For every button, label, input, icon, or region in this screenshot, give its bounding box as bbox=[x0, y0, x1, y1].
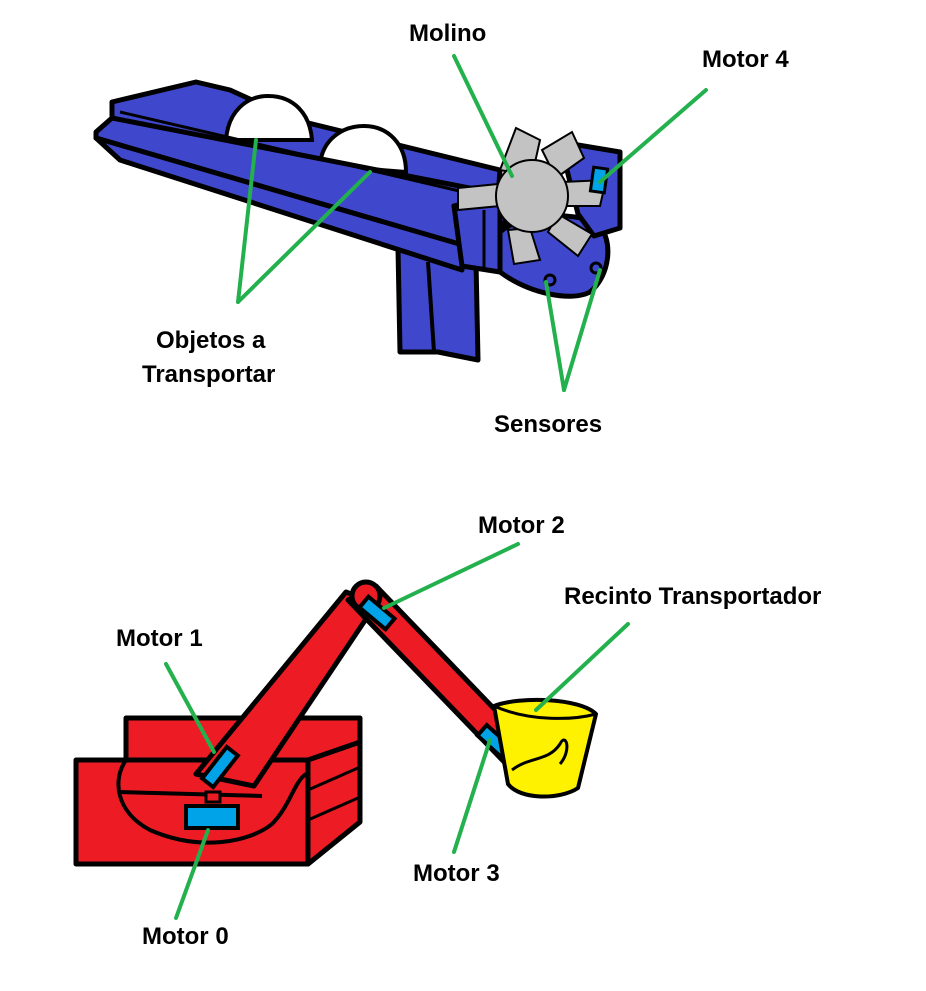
motor-1-block bbox=[199, 744, 241, 790]
bottom-leader-lines bbox=[164, 542, 630, 920]
motor-4-block bbox=[588, 165, 610, 195]
motor-0-shaft bbox=[204, 790, 222, 804]
base-cavity bbox=[116, 758, 308, 845]
leader-motor-4 bbox=[598, 88, 708, 184]
conveyor-front-side bbox=[93, 135, 469, 273]
leader-sensores-2 bbox=[562, 268, 602, 392]
leader-objetos-1 bbox=[236, 138, 258, 304]
labels: Molino Motor 4 Objetos a Transportar Sen… bbox=[116, 20, 821, 950]
motor-2-block bbox=[356, 593, 398, 633]
base-side-hatch bbox=[307, 766, 359, 792]
robot-arm-assembly bbox=[73, 579, 598, 867]
mill-blade bbox=[506, 226, 542, 266]
label-sensores: Sensores bbox=[494, 411, 602, 438]
top-leader-lines bbox=[236, 54, 708, 392]
leader-motor-3 bbox=[452, 738, 492, 854]
base-top-edge bbox=[117, 790, 263, 798]
leader-motor-0 bbox=[174, 828, 210, 920]
mill-hub bbox=[495, 159, 569, 233]
label-molino: Molino bbox=[409, 20, 486, 47]
label-recinto: Recinto Transportador bbox=[564, 583, 821, 610]
label-motor-0: Motor 0 bbox=[142, 923, 229, 950]
leader-sensores-1 bbox=[544, 280, 566, 392]
leader-motor-2 bbox=[382, 542, 520, 610]
base-side bbox=[305, 739, 363, 867]
label-motor-4: Motor 4 bbox=[702, 46, 789, 73]
bucket-rim bbox=[493, 704, 597, 720]
conveyor-leg-edge bbox=[426, 261, 436, 353]
label-motor-2: Motor 2 bbox=[478, 512, 565, 539]
conveyor-rail-line bbox=[119, 110, 499, 202]
leader-objetos-2 bbox=[236, 170, 372, 304]
base-side-hatch bbox=[307, 796, 359, 822]
label-motor-3: Motor 3 bbox=[413, 860, 500, 887]
mill bbox=[457, 126, 608, 266]
bucket-scribble bbox=[511, 738, 569, 772]
label-motor-1: Motor 1 bbox=[116, 625, 203, 652]
leader-molino bbox=[452, 54, 514, 178]
transport-object-1 bbox=[223, 93, 315, 142]
leader-motor-1 bbox=[164, 662, 216, 754]
conveyor-assembly bbox=[93, 79, 623, 363]
label-objetos-line2: Transportar bbox=[142, 361, 275, 388]
transport-bucket bbox=[492, 697, 598, 799]
leader-recinto bbox=[534, 622, 630, 712]
mill-blade bbox=[457, 182, 502, 212]
label-objetos-line1: Objetos a bbox=[156, 327, 266, 354]
motor-0-block bbox=[184, 804, 240, 830]
